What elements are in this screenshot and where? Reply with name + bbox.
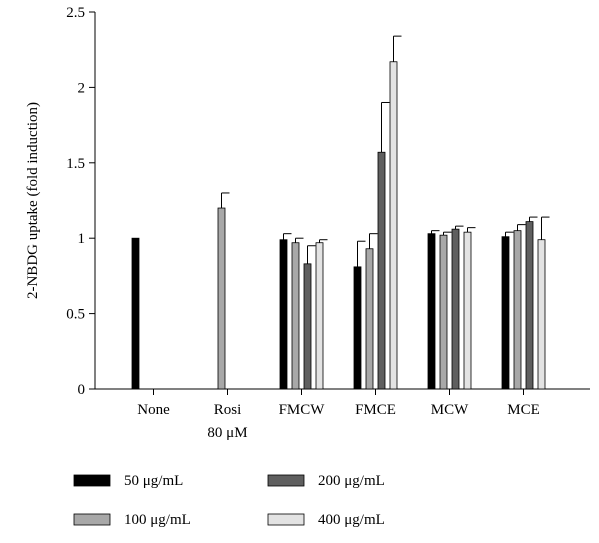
legend-label: 400 μg/mL [318, 512, 385, 528]
x-tick-label: Rosi [214, 402, 242, 418]
legend-swatch [73, 474, 111, 487]
bar [501, 236, 510, 390]
x-axis-categories: None Rosi 80 μM FMCW FMCE MCW MCE [137, 389, 540, 441]
x-tick-label: None [137, 402, 170, 418]
x-tick-label: MCW [431, 402, 469, 418]
bar [303, 263, 312, 390]
y-axis-title: 2-NBDG uptake (fold induction) [25, 102, 41, 299]
bar [537, 239, 546, 390]
bar [439, 234, 448, 390]
legend-label: 200 μg/mL [318, 473, 385, 489]
legend-label: 50 μg/mL [124, 473, 183, 489]
bar [131, 237, 140, 390]
bar [389, 61, 398, 390]
y-tick-label: 2 [78, 80, 86, 96]
legend-label: 100 μg/mL [124, 512, 191, 528]
bar [525, 221, 534, 390]
x-tick-label: FMCW [279, 402, 326, 418]
bar [365, 248, 374, 390]
bar [291, 242, 300, 390]
bar [279, 239, 288, 390]
bar [353, 266, 362, 390]
y-tick-label: 1 [78, 231, 86, 247]
plot-area [94, 12, 590, 390]
bar [315, 242, 324, 390]
y-axis-ticks: 0 0.5 1 1.5 2 2.5 [66, 5, 95, 398]
y-tick-label: 1.5 [66, 156, 85, 172]
legend-swatch [267, 474, 305, 487]
x-tick-label: FMCE [355, 402, 396, 418]
y-tick-label: 0.5 [66, 307, 85, 323]
bar [513, 230, 522, 390]
x-tick-label-line2: 80 μM [207, 425, 247, 441]
y-tick-label: 2.5 [66, 5, 85, 21]
bar [427, 233, 436, 390]
bar [463, 231, 472, 390]
legend-swatch [267, 513, 305, 526]
x-tick-label: MCE [507, 402, 540, 418]
bar [377, 151, 386, 390]
legend: 50 μg/mL 100 μg/mL 200 μg/mL 400 μg/mL [73, 473, 385, 528]
y-tick-label: 0 [78, 382, 86, 398]
bar [451, 228, 460, 390]
legend-swatch [73, 513, 111, 526]
bar [217, 207, 226, 390]
